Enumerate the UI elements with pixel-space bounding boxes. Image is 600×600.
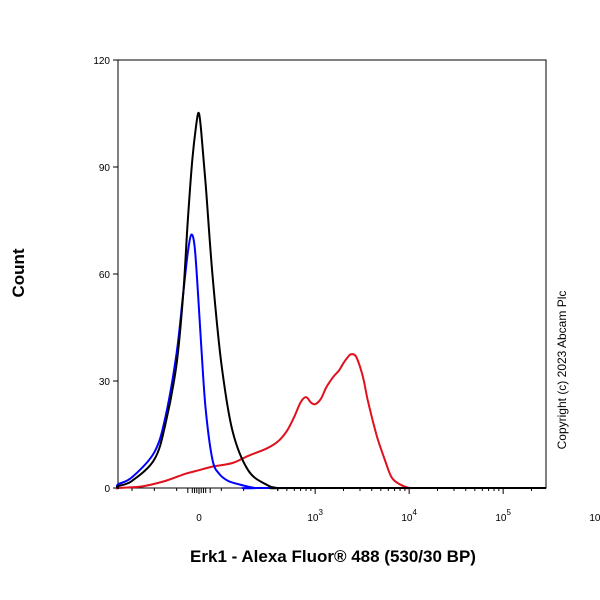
plot-border: [117, 59, 547, 489]
x-axis-label: Erk1 - Alexa Fluor® 488 (530/30 BP): [190, 547, 476, 566]
y-tick-label: 0: [104, 484, 110, 495]
x-tick-label: 105: [495, 508, 511, 524]
y-tick-label: 90: [99, 163, 111, 174]
x-tick-label: 106: [589, 508, 600, 524]
x-tick-label: 104: [401, 508, 417, 524]
y-tick-label: 120: [93, 56, 110, 67]
x-axis: 0 103 104 105 106: [131, 488, 600, 524]
series-line-1: [115, 111, 546, 490]
y-axis: 0 30 60 90 120: [93, 56, 118, 495]
x-tick-exponent: 3: [318, 508, 323, 517]
copyright-text: Copyright (c) 2023 Abcam Plc: [555, 291, 569, 450]
plot-frame: [117, 59, 547, 489]
series-line-2: [115, 233, 546, 490]
x-tick-label: 103: [307, 508, 323, 524]
series-layer: [115, 111, 546, 490]
y-axis-label: Count: [9, 248, 28, 297]
series-line-3: [115, 353, 546, 490]
x-tick-exponent: 5: [506, 508, 511, 517]
y-tick-label: 60: [99, 270, 111, 281]
x-tick-label: 0: [196, 513, 202, 524]
x-tick-exponent: 4: [412, 508, 417, 517]
y-tick-label: 30: [99, 377, 111, 388]
